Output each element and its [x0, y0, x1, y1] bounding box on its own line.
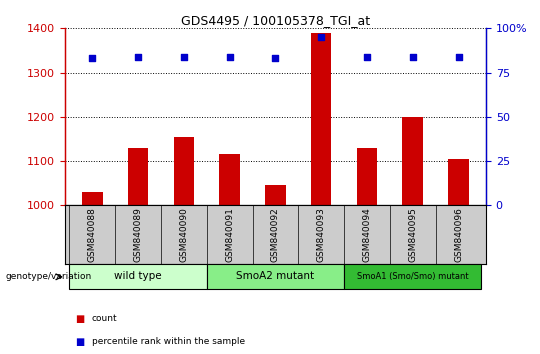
Bar [69, 264, 207, 289]
Text: GSM840095: GSM840095 [408, 207, 417, 262]
Text: ■: ■ [76, 337, 85, 347]
Bar [344, 264, 482, 289]
Bar [265, 185, 286, 205]
Point [408, 54, 417, 59]
Point [225, 54, 234, 59]
Bar [311, 33, 332, 205]
Text: GSM840091: GSM840091 [225, 207, 234, 262]
Point [454, 54, 463, 59]
Text: GSM840090: GSM840090 [179, 207, 188, 262]
Bar [128, 148, 148, 205]
Text: SmoA2 mutant: SmoA2 mutant [237, 271, 314, 281]
Bar [219, 154, 240, 205]
Bar [173, 137, 194, 205]
Text: SmoA1 (Smo/Smo) mutant: SmoA1 (Smo/Smo) mutant [357, 272, 469, 281]
Text: GSM840096: GSM840096 [454, 207, 463, 262]
Bar [356, 148, 377, 205]
Title: GDS4495 / 100105378_TGI_at: GDS4495 / 100105378_TGI_at [181, 14, 370, 27]
Bar [82, 192, 103, 205]
Text: GSM840089: GSM840089 [133, 207, 143, 262]
Text: wild type: wild type [114, 271, 162, 281]
Bar [402, 117, 423, 205]
Text: GSM840088: GSM840088 [88, 207, 97, 262]
Text: count: count [92, 314, 117, 323]
Text: percentile rank within the sample: percentile rank within the sample [92, 337, 245, 346]
Text: GSM840094: GSM840094 [362, 207, 372, 262]
Point [317, 34, 326, 40]
Point [363, 54, 372, 59]
Text: ■: ■ [76, 314, 85, 324]
Point [179, 54, 188, 59]
Text: GSM840092: GSM840092 [271, 207, 280, 262]
Bar [207, 264, 344, 289]
Point [88, 56, 97, 61]
Bar [448, 159, 469, 205]
Point [271, 56, 280, 61]
Text: genotype/variation: genotype/variation [5, 272, 92, 281]
Text: GSM840093: GSM840093 [316, 207, 326, 262]
Point [134, 54, 143, 59]
